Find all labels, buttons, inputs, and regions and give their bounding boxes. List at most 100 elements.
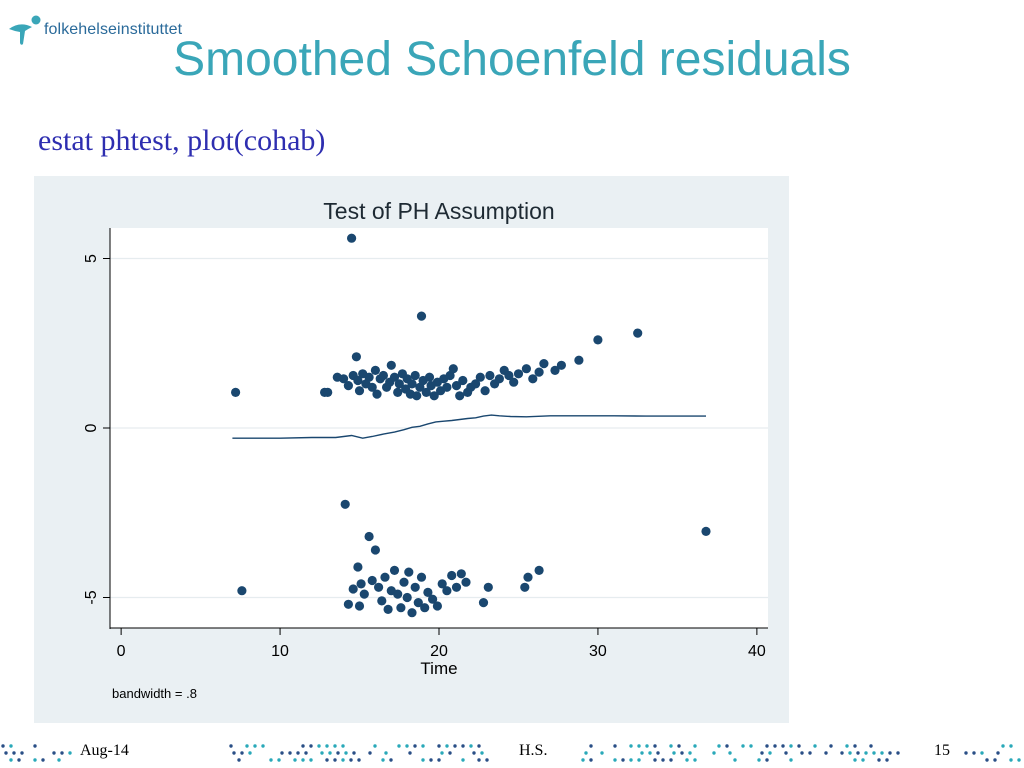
logo-text: folkehelseinstituttet: [44, 21, 183, 38]
residual-point: [356, 579, 366, 589]
footer-dot: [309, 758, 313, 762]
x-tick-label: 40: [748, 643, 766, 660]
footer-dot: [621, 758, 625, 762]
footer-dot: [637, 758, 641, 762]
footer-dot: [693, 744, 697, 748]
footer-dot: [869, 744, 873, 748]
footer-dot: [584, 751, 588, 755]
footer-dot: [964, 751, 968, 755]
footer-dot: [9, 758, 13, 762]
smoothed-line-series: [232, 414, 706, 439]
footer-dot: [293, 758, 297, 762]
footer-dot: [333, 758, 337, 762]
residual-point: [485, 370, 495, 381]
footer-dot: [480, 751, 484, 755]
footer-dot: [477, 758, 481, 762]
residual-point: [237, 586, 247, 596]
footer-dot: [344, 751, 348, 755]
footer-dot: [389, 758, 393, 762]
residual-point: [428, 594, 438, 604]
footer-dot: [661, 758, 665, 762]
footer-dot: [421, 744, 425, 748]
footer-dot: [996, 751, 1000, 755]
residual-point: [389, 372, 400, 382]
footer-dot: [1009, 744, 1013, 748]
footer-dot: [245, 744, 249, 748]
residual-point: [348, 584, 358, 594]
footer-dot: [972, 751, 976, 755]
residual-point: [354, 386, 365, 396]
footer-dot: [384, 751, 388, 755]
residual-point: [410, 582, 420, 592]
footer-dot: [357, 758, 361, 762]
footer-dot: [613, 758, 617, 762]
footer-dot: [68, 751, 72, 755]
footer-dot: [800, 751, 804, 755]
residual-point: [478, 598, 489, 608]
footer-dot: [461, 744, 465, 748]
footer-dot: [33, 758, 37, 762]
residual-point: [340, 499, 350, 509]
footer-dot: [985, 758, 989, 762]
residual-point: [424, 372, 435, 382]
residual-point: [367, 382, 377, 392]
footer-dot: [784, 751, 788, 755]
footer-dot: [304, 751, 308, 755]
residual-point: [451, 381, 462, 391]
footer-dot: [469, 744, 473, 748]
footer-dot: [648, 751, 652, 755]
footer-date: Aug-14: [80, 742, 129, 759]
footer-dot: [1, 744, 5, 748]
footer-dot: [320, 751, 324, 755]
residual-point: [407, 608, 417, 618]
residual-point: [550, 365, 560, 375]
residual-point: [442, 586, 452, 596]
footer-dot: [448, 751, 452, 755]
bandwidth-note: bandwidth = .8: [112, 686, 197, 701]
residual-point: [404, 567, 414, 577]
footer-author: H.S.: [519, 742, 548, 759]
footer-dot: [637, 744, 641, 748]
footer-dot: [253, 744, 257, 748]
footer-dot: [685, 758, 689, 762]
residual-point: [556, 360, 567, 370]
residual-point: [353, 562, 363, 572]
footer-dot: [440, 751, 444, 755]
footer-dot: [17, 758, 21, 762]
residual-point: [407, 379, 417, 389]
footer-dot: [229, 744, 233, 748]
residual-points: [231, 233, 711, 618]
footer-dot: [1001, 744, 1005, 748]
residual-point: [359, 589, 369, 599]
footer-dot: [325, 744, 329, 748]
footer-dot: [773, 744, 777, 748]
footer-dot: [261, 744, 265, 748]
residual-point: [494, 374, 504, 384]
footer-dot: [437, 744, 441, 748]
residual-point: [402, 592, 412, 603]
residual-point: [377, 596, 387, 606]
residual-point: [461, 577, 471, 587]
residual-point: [593, 335, 603, 345]
residual-point: [399, 577, 409, 587]
footer-dot: [757, 758, 761, 762]
footer-dot: [993, 758, 997, 762]
residual-point: [396, 603, 406, 613]
footer-dot: [813, 744, 817, 748]
residual-point: [372, 389, 382, 399]
residual-point: [429, 391, 439, 401]
footer-dot: [240, 751, 244, 755]
residual-point: [520, 582, 530, 592]
footer-dot: [33, 744, 37, 748]
residual-point: [367, 575, 377, 586]
residual-point: [353, 375, 363, 386]
residual-point: [364, 531, 374, 542]
footer-dot: [688, 751, 692, 755]
footer-dot: [60, 751, 64, 755]
slide-title: Smoothed Schoenfeld residuals: [173, 33, 851, 86]
footer-dot: [760, 751, 764, 755]
footer-dot: [269, 758, 273, 762]
footer-dot: [421, 758, 425, 762]
residual-point: [347, 233, 357, 243]
footer-dot: [301, 758, 305, 762]
